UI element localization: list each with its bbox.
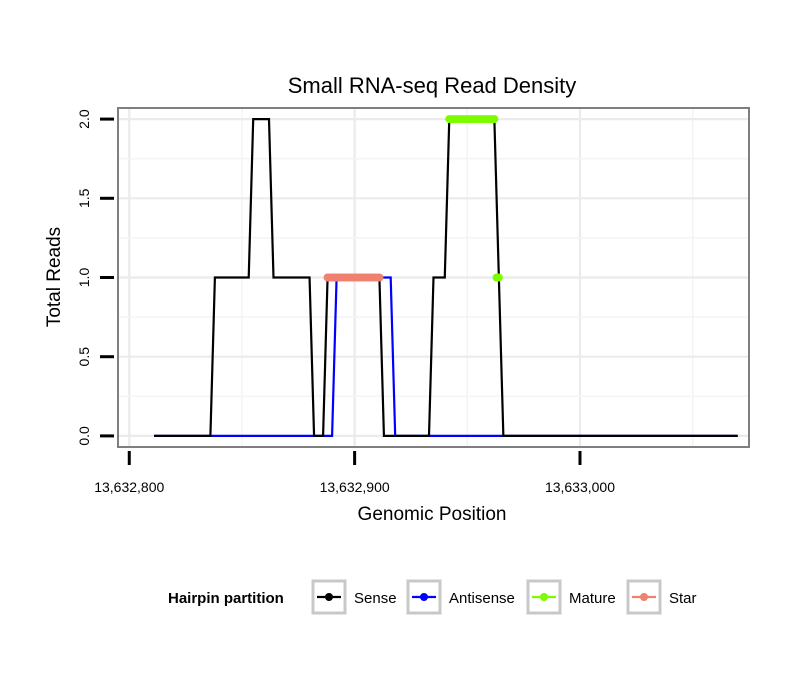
y-axis-title: Total Reads: [44, 227, 65, 327]
x-axis-title: Genomic Position: [358, 504, 507, 525]
x-tick-label: 13,632,900: [320, 479, 390, 495]
series-line-sense: [154, 117, 738, 438]
legend-label-sense: Sense: [354, 590, 397, 607]
legend-label-mature: Mature: [569, 590, 616, 607]
y-tick-label: 0.5: [76, 347, 92, 367]
legend-key-point-mature: [540, 593, 548, 601]
legend-title: Hairpin partition: [168, 590, 284, 607]
y-tick-label: 2.0: [76, 109, 92, 129]
y-tick-label: 0.0: [76, 426, 92, 446]
axes: 0.0 0.5 1.0 1.5 2.0 13,632,800 13,632,900 13,63…: [76, 109, 615, 495]
legend-key-point-sense: [325, 593, 333, 601]
legend-key-point-antisense: [420, 593, 428, 601]
legend-label-star: Star: [669, 590, 697, 607]
y-tick-label: 1.5: [76, 188, 92, 208]
series-point-mature: [494, 273, 503, 282]
plot-panel-border: [117, 107, 750, 448]
series-point-star: [375, 273, 384, 282]
legend-label-antisense: Antisense: [449, 590, 515, 607]
x-tick-label: 13,633,000: [545, 479, 615, 495]
y-tick-label: 1.0: [76, 268, 92, 288]
series-point-mature: [490, 115, 499, 124]
x-tick-label: 13,632,800: [94, 479, 164, 495]
chart-title: Small RNA-seq Read Density: [288, 73, 577, 98]
legend: Hairpin partition Sense Antisense Mature St…: [168, 579, 697, 615]
legend-key-point-star: [640, 593, 648, 601]
plot-series: [154, 115, 738, 438]
